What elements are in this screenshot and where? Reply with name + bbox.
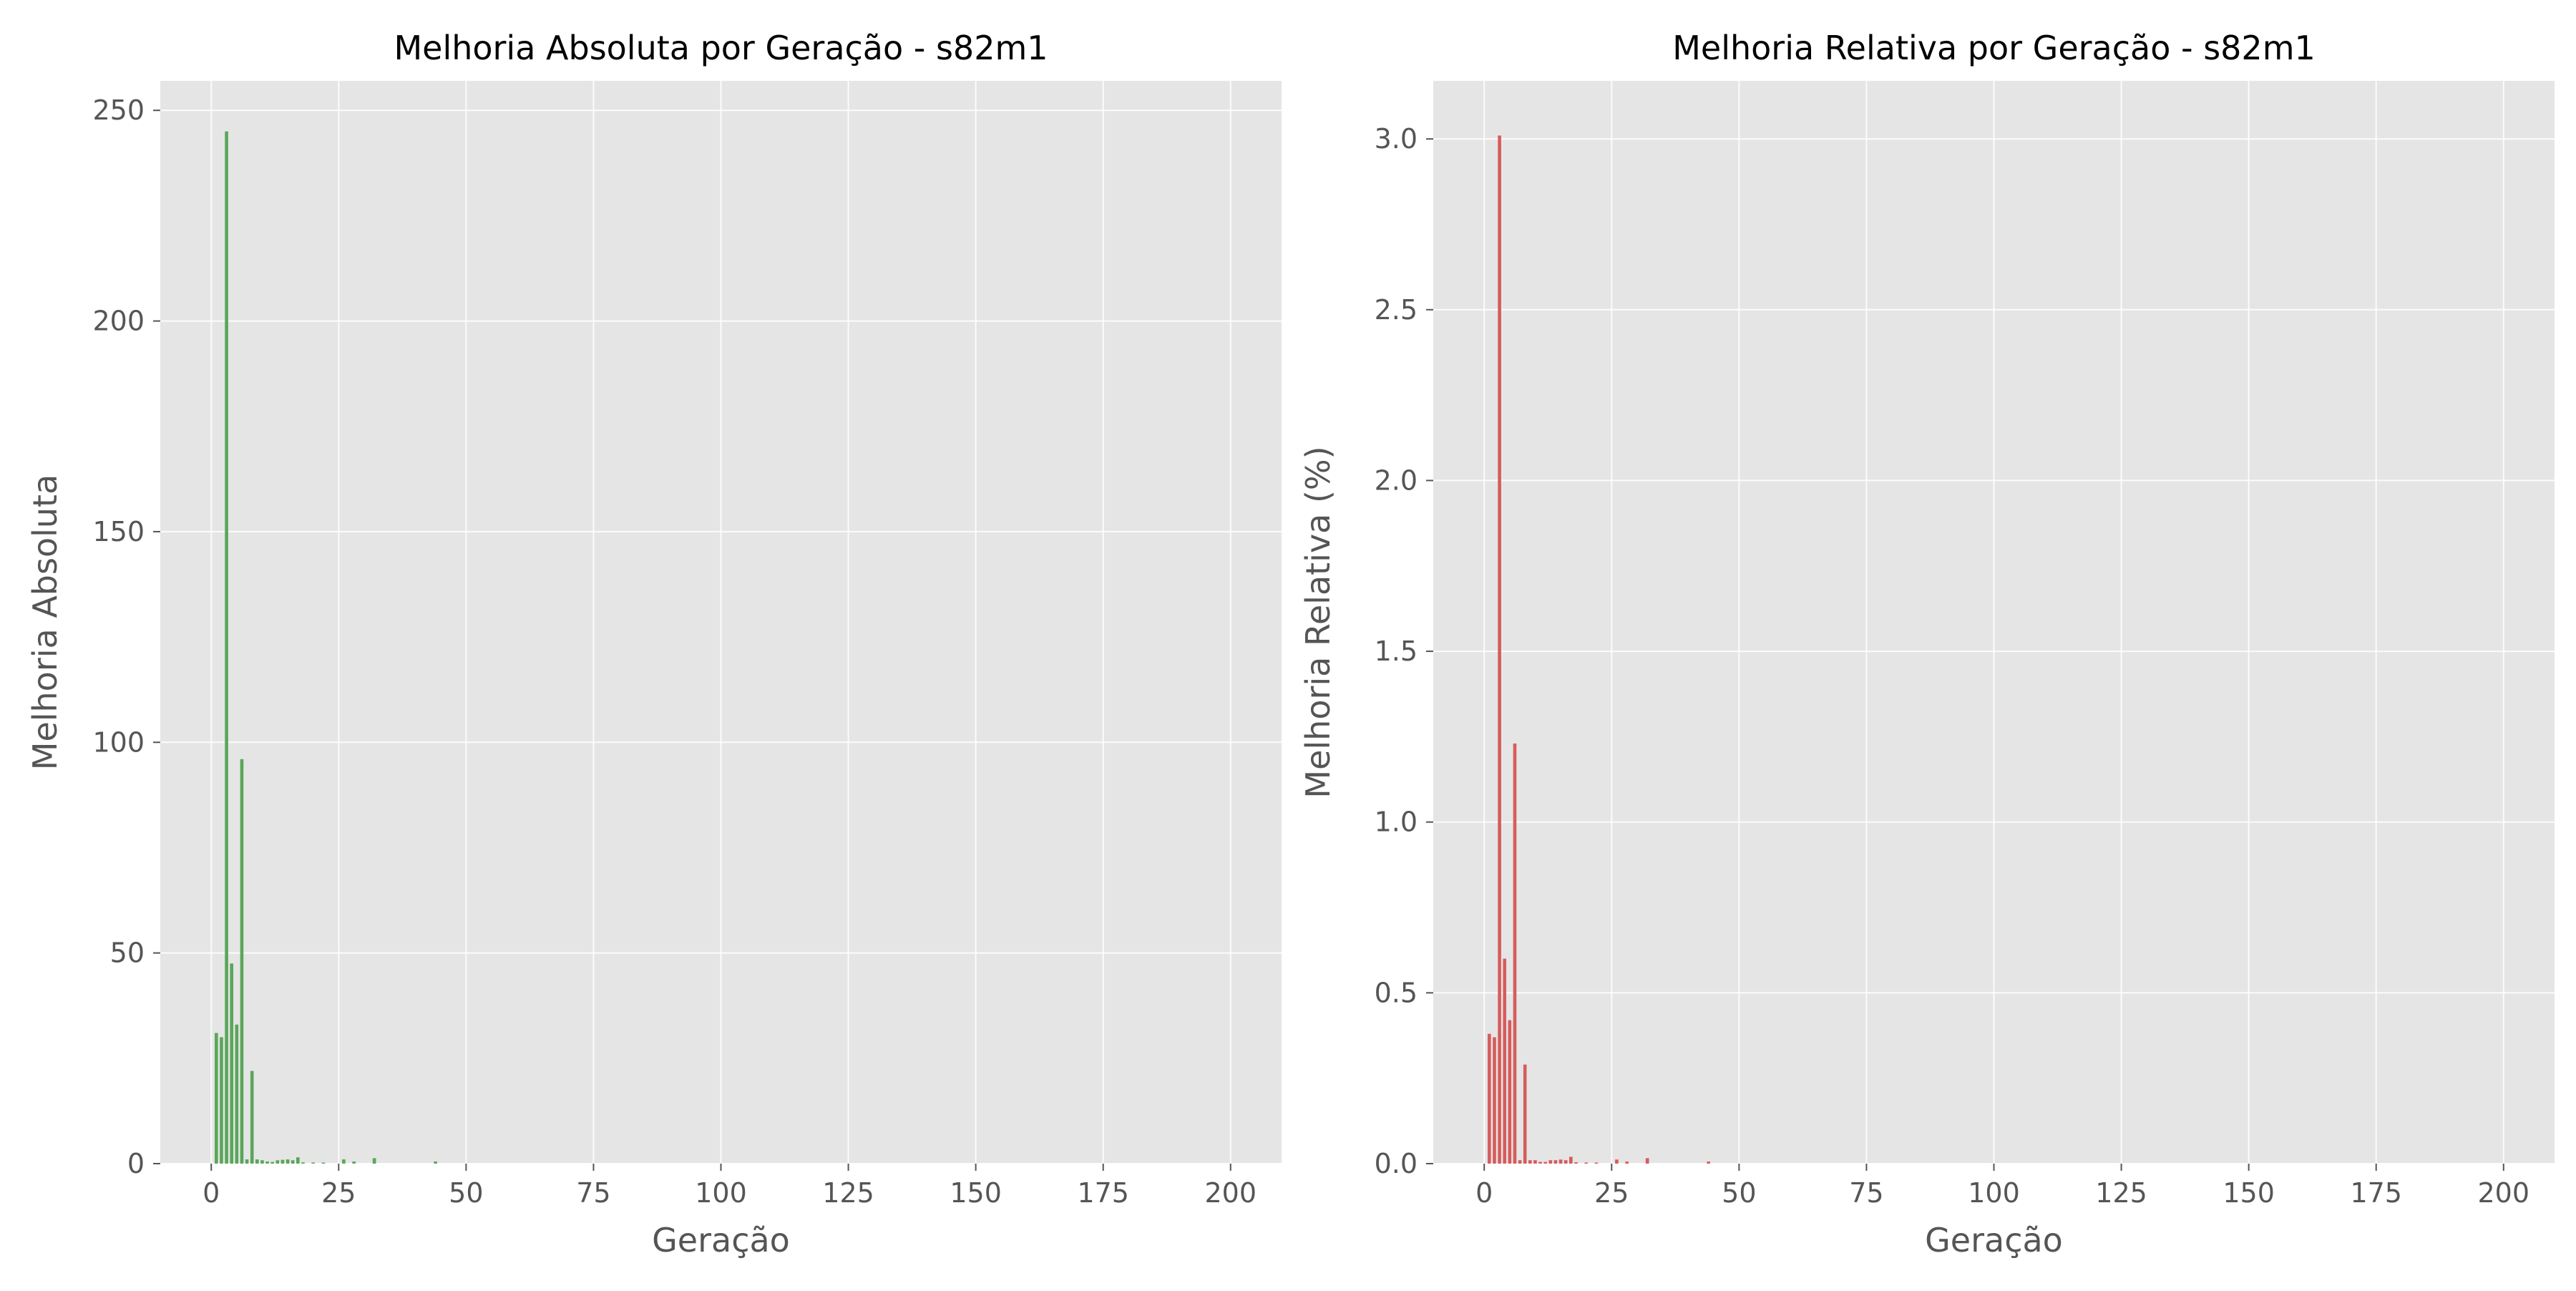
x-tick-label: 200 (1205, 1177, 1257, 1209)
y-tick-label: 1.0 (1375, 807, 1418, 838)
x-axis-label: Geração (1925, 1221, 2063, 1260)
bar-gen-22 (321, 1162, 326, 1164)
bar-gen-6 (240, 759, 244, 1164)
bar-gen-8 (250, 1071, 254, 1164)
chart-title: Melhoria Relativa por Geração - s82m1 (1672, 29, 2316, 67)
x-tick-label: 125 (2095, 1177, 2147, 1209)
bar-gen-9 (1528, 1160, 1532, 1164)
chart-title: Melhoria Absoluta por Geração - s82m1 (394, 29, 1048, 67)
bar-gen-10 (1533, 1160, 1537, 1164)
bar-gen-22 (1594, 1162, 1599, 1164)
x-tick-label: 50 (449, 1177, 483, 1209)
bar-gen-32 (372, 1158, 376, 1164)
x-tick-label: 125 (822, 1177, 874, 1209)
bar-gen-14 (1553, 1160, 1558, 1164)
bar-gen-5 (1508, 1020, 1512, 1164)
x-tick-label: 175 (2350, 1177, 2402, 1209)
x-tick-label: 75 (1849, 1177, 1883, 1209)
bar-gen-4 (230, 963, 234, 1164)
y-tick-label: 50 (110, 937, 145, 969)
bar-gen-11 (265, 1161, 269, 1164)
y-axis-label: Melhoria Relativa (%) (1299, 446, 1337, 798)
x-tick-label: 25 (321, 1177, 356, 1209)
bar-gen-17 (296, 1157, 300, 1164)
bar-gen-8 (1523, 1064, 1527, 1164)
bar-gen-26 (342, 1159, 346, 1164)
bar-gen-17 (1569, 1156, 1573, 1164)
y-tick-label: 0 (127, 1148, 145, 1179)
bar-gen-14 (280, 1159, 285, 1164)
x-tick-label: 100 (1968, 1177, 2020, 1209)
y-tick-label: 100 (92, 726, 145, 758)
bar-gen-3 (225, 131, 228, 1164)
bar-gen-16 (291, 1160, 295, 1164)
bar-gen-5 (235, 1024, 239, 1164)
bar-gen-3 (1498, 135, 1501, 1164)
bar-gen-13 (275, 1160, 280, 1164)
bar-gen-44 (1707, 1161, 1710, 1164)
x-tick-label: 200 (2478, 1177, 2530, 1209)
x-tick-label: 150 (2223, 1177, 2275, 1209)
bar-gen-28 (352, 1161, 356, 1164)
x-tick-label: 50 (1722, 1177, 1756, 1209)
bar-gen-10 (260, 1160, 264, 1164)
bar-gen-12 (1543, 1161, 1547, 1164)
bar-gen-6 (1513, 743, 1517, 1164)
y-tick-label: 250 (92, 94, 145, 126)
x-tick-label: 175 (1077, 1177, 1129, 1209)
y-tick-label: 2.0 (1375, 464, 1418, 496)
x-tick-label: 25 (1594, 1177, 1629, 1209)
bar-gen-20 (1584, 1162, 1588, 1164)
y-tick-label: 150 (92, 516, 145, 547)
y-tick-label: 0.5 (1375, 977, 1418, 1008)
bar-gen-9 (255, 1159, 259, 1164)
bar-gen-13 (1548, 1160, 1553, 1164)
bar-gen-15 (286, 1159, 290, 1164)
x-tick-label: 150 (950, 1177, 1002, 1209)
bar-gen-1 (1488, 1033, 1491, 1164)
bar-gen-44 (434, 1161, 437, 1164)
bar-gen-18 (1574, 1162, 1578, 1164)
bar-gen-2 (220, 1037, 223, 1164)
y-tick-label: 1.5 (1375, 635, 1418, 667)
x-tick-label: 75 (576, 1177, 610, 1209)
y-tick-label: 0.0 (1375, 1148, 1418, 1179)
chart-panel-2: 0 25 50 75 100 125 150 175 200 0.0 0.5 1.0 1.5 2.0 2.5… (1299, 29, 2555, 1260)
y-tick-label: 200 (92, 306, 145, 337)
x-tick-label: 0 (203, 1177, 220, 1209)
bar-gen-16 (1563, 1160, 1568, 1164)
x-axis-label: Geração (652, 1221, 790, 1260)
chart-panel-1: 0 25 50 75 100 125 150 175 200 0 50 100 150 200 250 Mel… (26, 29, 1282, 1260)
bar-gen-4 (1503, 958, 1507, 1164)
bar-gen-11 (1538, 1161, 1542, 1164)
bar-gen-26 (1615, 1159, 1619, 1164)
bar-gen-15 (1558, 1159, 1563, 1164)
x-tick-label: 100 (695, 1177, 747, 1209)
bar-gen-12 (270, 1161, 274, 1164)
y-axis-label: Melhoria Absoluta (26, 474, 64, 771)
bar-gen-32 (1645, 1158, 1649, 1164)
bar-gen-1 (215, 1033, 218, 1164)
x-tick-label: 0 (1475, 1177, 1493, 1209)
bar-gen-28 (1625, 1161, 1629, 1164)
bar-gen-2 (1493, 1037, 1496, 1164)
bar-gen-7 (245, 1159, 249, 1164)
bar-gen-18 (301, 1162, 305, 1164)
bar-gen-20 (311, 1162, 315, 1164)
y-tick-label: 3.0 (1375, 123, 1418, 155)
y-tick-label: 2.5 (1375, 294, 1418, 326)
bar-gen-7 (1518, 1160, 1522, 1164)
